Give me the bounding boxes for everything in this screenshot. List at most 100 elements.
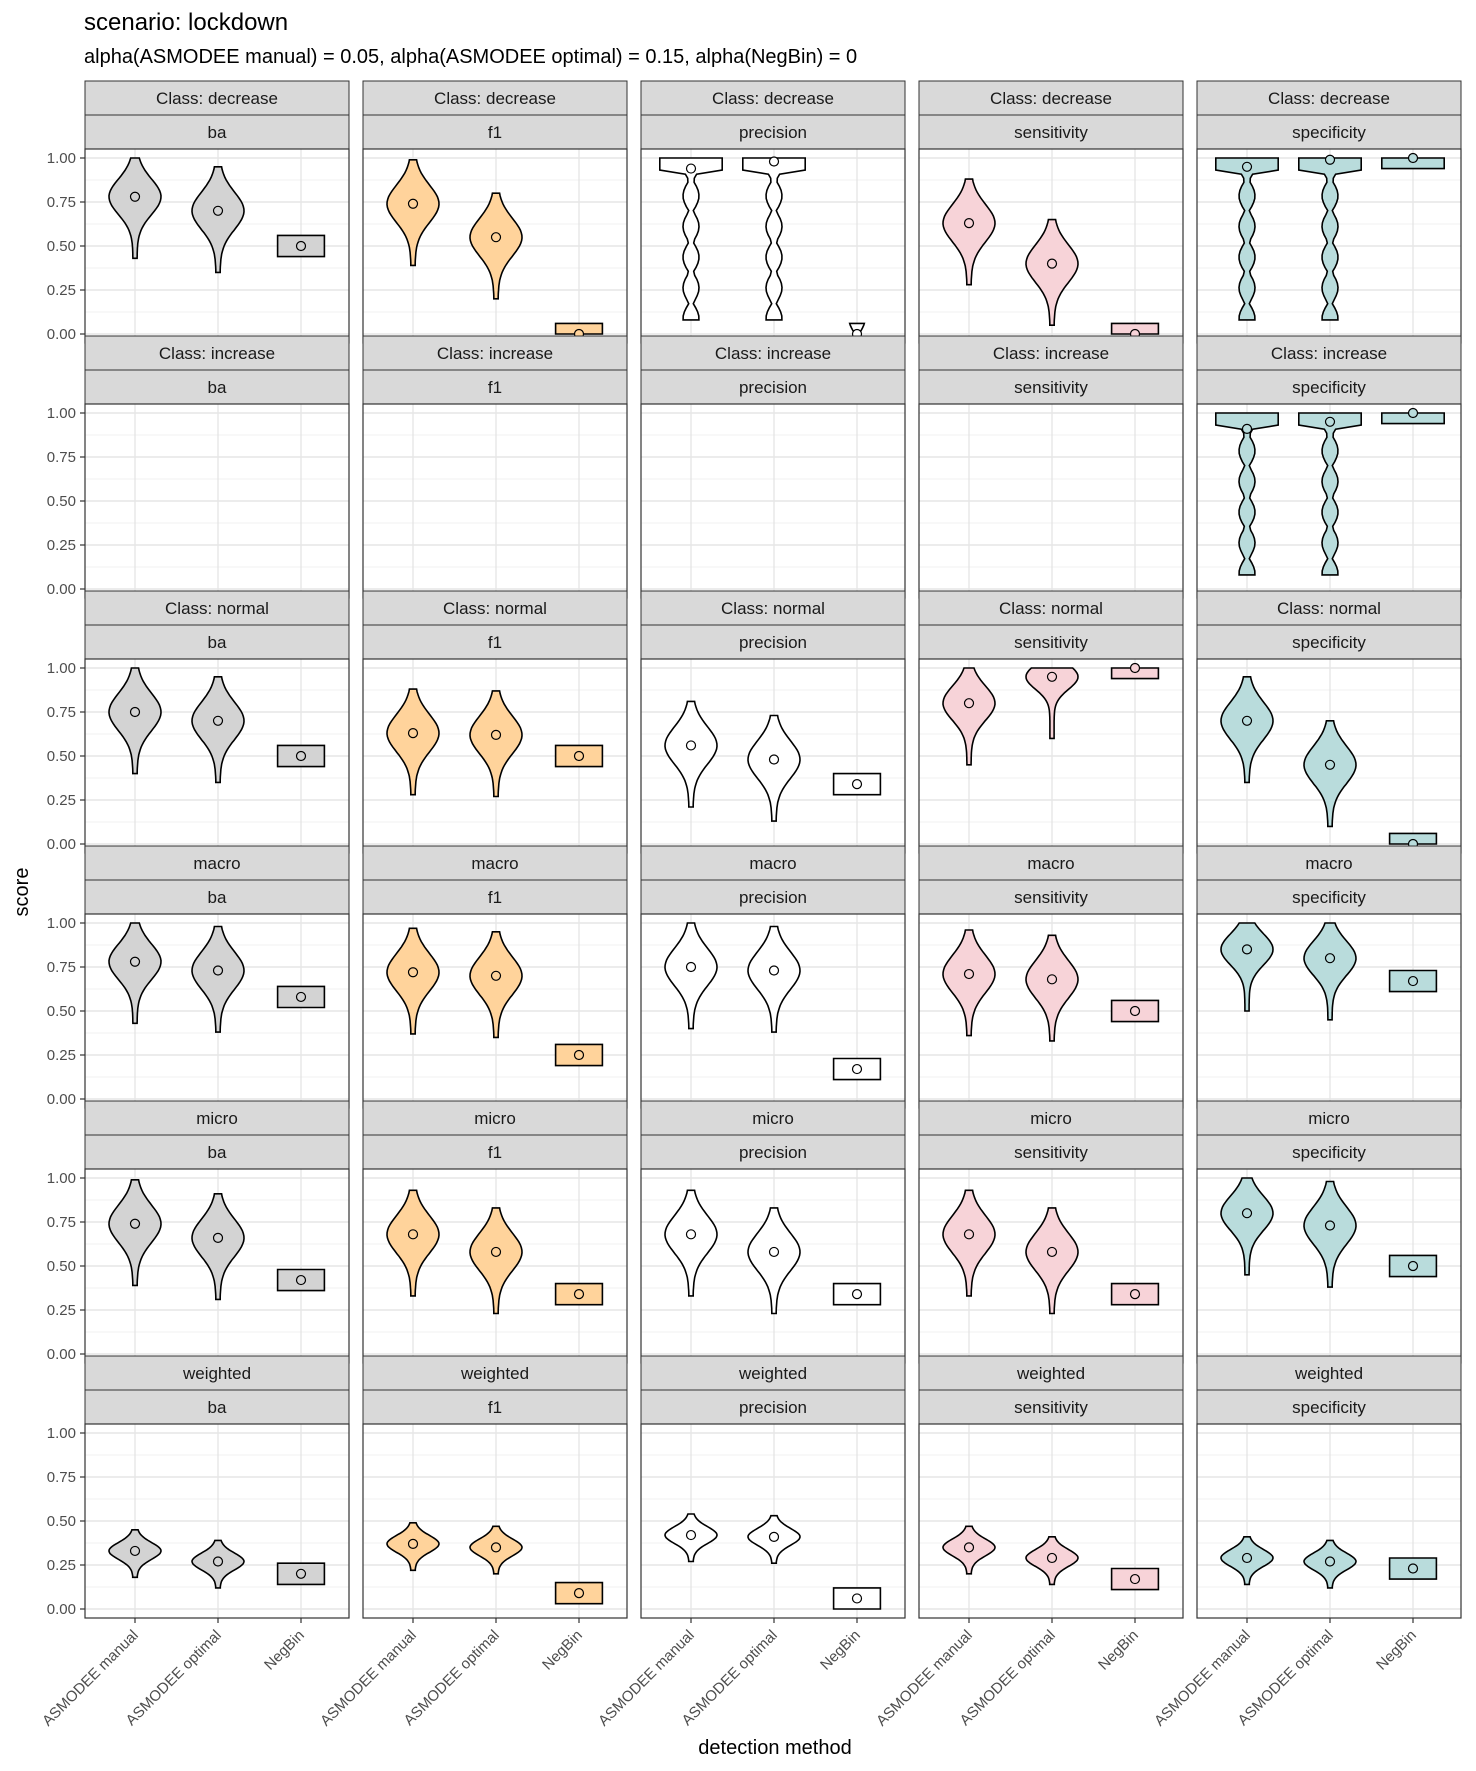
strip-col-label-box	[640, 624, 906, 660]
facet-panel: Class: increase sensitivity	[918, 335, 1184, 599]
mean-point	[1129, 1289, 1141, 1300]
panel-border	[640, 1423, 906, 1619]
strip-row-label: Class: increase	[159, 344, 275, 363]
mean-point	[851, 1063, 863, 1075]
violin	[664, 700, 718, 808]
violin	[386, 688, 440, 796]
strip-row-label-box	[640, 590, 906, 626]
strip-row-label-box	[84, 80, 350, 116]
y-tick-label: 1.00	[47, 150, 76, 167]
y-tick-label: 0.50	[47, 1513, 76, 1530]
facet-panel: micro f1	[362, 1100, 628, 1364]
y-tick-label: 1.00	[47, 1425, 76, 1442]
strip-row-label: Class: increase	[437, 344, 553, 363]
strip-col-label-box	[1196, 1389, 1462, 1425]
facet-panel: Class: normal ba 0.00 0.25 0.50 0.75 1.00	[47, 590, 350, 854]
y-tick-label: 0.00	[47, 1601, 76, 1618]
strip-row-label-box	[84, 335, 350, 371]
violin	[1025, 1207, 1079, 1315]
mean-point	[768, 1531, 780, 1542]
strip-col-label: specificity	[1292, 1398, 1366, 1417]
violin	[1220, 676, 1274, 784]
violin	[1025, 934, 1079, 1042]
strip-col-label-box	[362, 624, 628, 660]
mean-point	[407, 1229, 419, 1240]
violin	[386, 159, 440, 267]
facet-panel: micro specificity	[1196, 1100, 1462, 1364]
strip-col-label: sensitivity	[1014, 888, 1088, 907]
strip-row-label-box	[84, 590, 350, 626]
violin	[664, 922, 718, 1030]
strip-row-label-box	[640, 1100, 906, 1136]
strip-col-label: sensitivity	[1014, 378, 1088, 397]
violin	[191, 676, 245, 784]
mean-point	[407, 728, 419, 739]
violin	[747, 925, 801, 1033]
facet-panel: Class: increase specificity	[1196, 335, 1462, 599]
strip-col-label-box	[1196, 369, 1462, 405]
violin	[469, 690, 523, 798]
mean-point	[573, 1049, 585, 1061]
y-tick-label: 0.25	[47, 1302, 76, 1319]
mean-point	[295, 1274, 307, 1286]
mean-point	[212, 715, 224, 726]
mean-point	[1241, 1208, 1253, 1219]
strip-col-label: ba	[208, 1398, 227, 1417]
mean-point	[768, 965, 780, 976]
facet-grid: Class: decreaseba0.000.250.500.751.00Cla…	[39, 80, 1462, 1730]
mean-point	[407, 198, 419, 209]
mean-point	[1046, 1552, 1058, 1564]
panel-border	[362, 1423, 628, 1619]
mean-point	[685, 740, 697, 751]
strip-col-label-box	[918, 369, 1184, 405]
mean-point	[1324, 1556, 1336, 1567]
mean-point	[295, 240, 307, 252]
strip-row-label-box	[918, 590, 1184, 626]
strip-row-label: weighted	[1294, 1364, 1363, 1383]
violin	[942, 178, 996, 286]
strip-row-label-box	[362, 335, 628, 371]
facet-panel: macro precision	[640, 845, 906, 1109]
facet-panel: Class: normal f1	[362, 590, 628, 854]
mean-point	[1324, 1220, 1336, 1231]
facet-panel: Class: normal sensitivity	[918, 590, 1184, 854]
mean-point	[295, 750, 307, 762]
x-axis-title: detection method	[698, 1737, 851, 1759]
panel-border	[1196, 1423, 1462, 1619]
mean-point	[490, 232, 502, 243]
violin	[1298, 412, 1362, 576]
violin	[1215, 157, 1279, 321]
strip-row-label: Class: increase	[715, 344, 831, 363]
strip-row-label: macro	[471, 854, 518, 873]
y-tick-label: 0.50	[47, 238, 76, 255]
mean-point	[851, 779, 863, 790]
strip-row-label-box	[1196, 590, 1462, 626]
strip-col-label: specificity	[1292, 1143, 1366, 1162]
y-tick-label: 0.00	[47, 836, 76, 853]
x-tick-label: NegBin	[817, 1627, 864, 1674]
strip-col-label-box	[1196, 1134, 1462, 1170]
strip-col-label-box	[362, 369, 628, 405]
violin	[1025, 667, 1079, 740]
x-tick-label: NegBin	[1095, 1627, 1142, 1674]
mean-point	[1241, 944, 1253, 955]
strip-row-label-box	[1196, 1355, 1462, 1391]
strip-col-label: f1	[488, 378, 502, 397]
violin	[191, 925, 245, 1033]
mean-point	[573, 750, 585, 762]
strip-row-label-box	[1196, 1100, 1462, 1136]
mean-point	[1046, 1246, 1058, 1258]
mean-point	[212, 1232, 224, 1243]
mean-point	[212, 205, 224, 216]
mean-point	[295, 991, 307, 1003]
strip-row-label: weighted	[738, 1364, 807, 1383]
facet-panel: macro f1	[362, 845, 628, 1109]
strip-col-label-box	[640, 879, 906, 915]
y-tick-label: 1.00	[47, 1170, 76, 1187]
mean-point	[768, 1246, 780, 1258]
mean-point	[1407, 975, 1419, 987]
strip-row-label: Class: normal	[165, 599, 269, 618]
mean-point	[1407, 152, 1419, 164]
facet-panel: macro sensitivity	[918, 845, 1184, 1109]
